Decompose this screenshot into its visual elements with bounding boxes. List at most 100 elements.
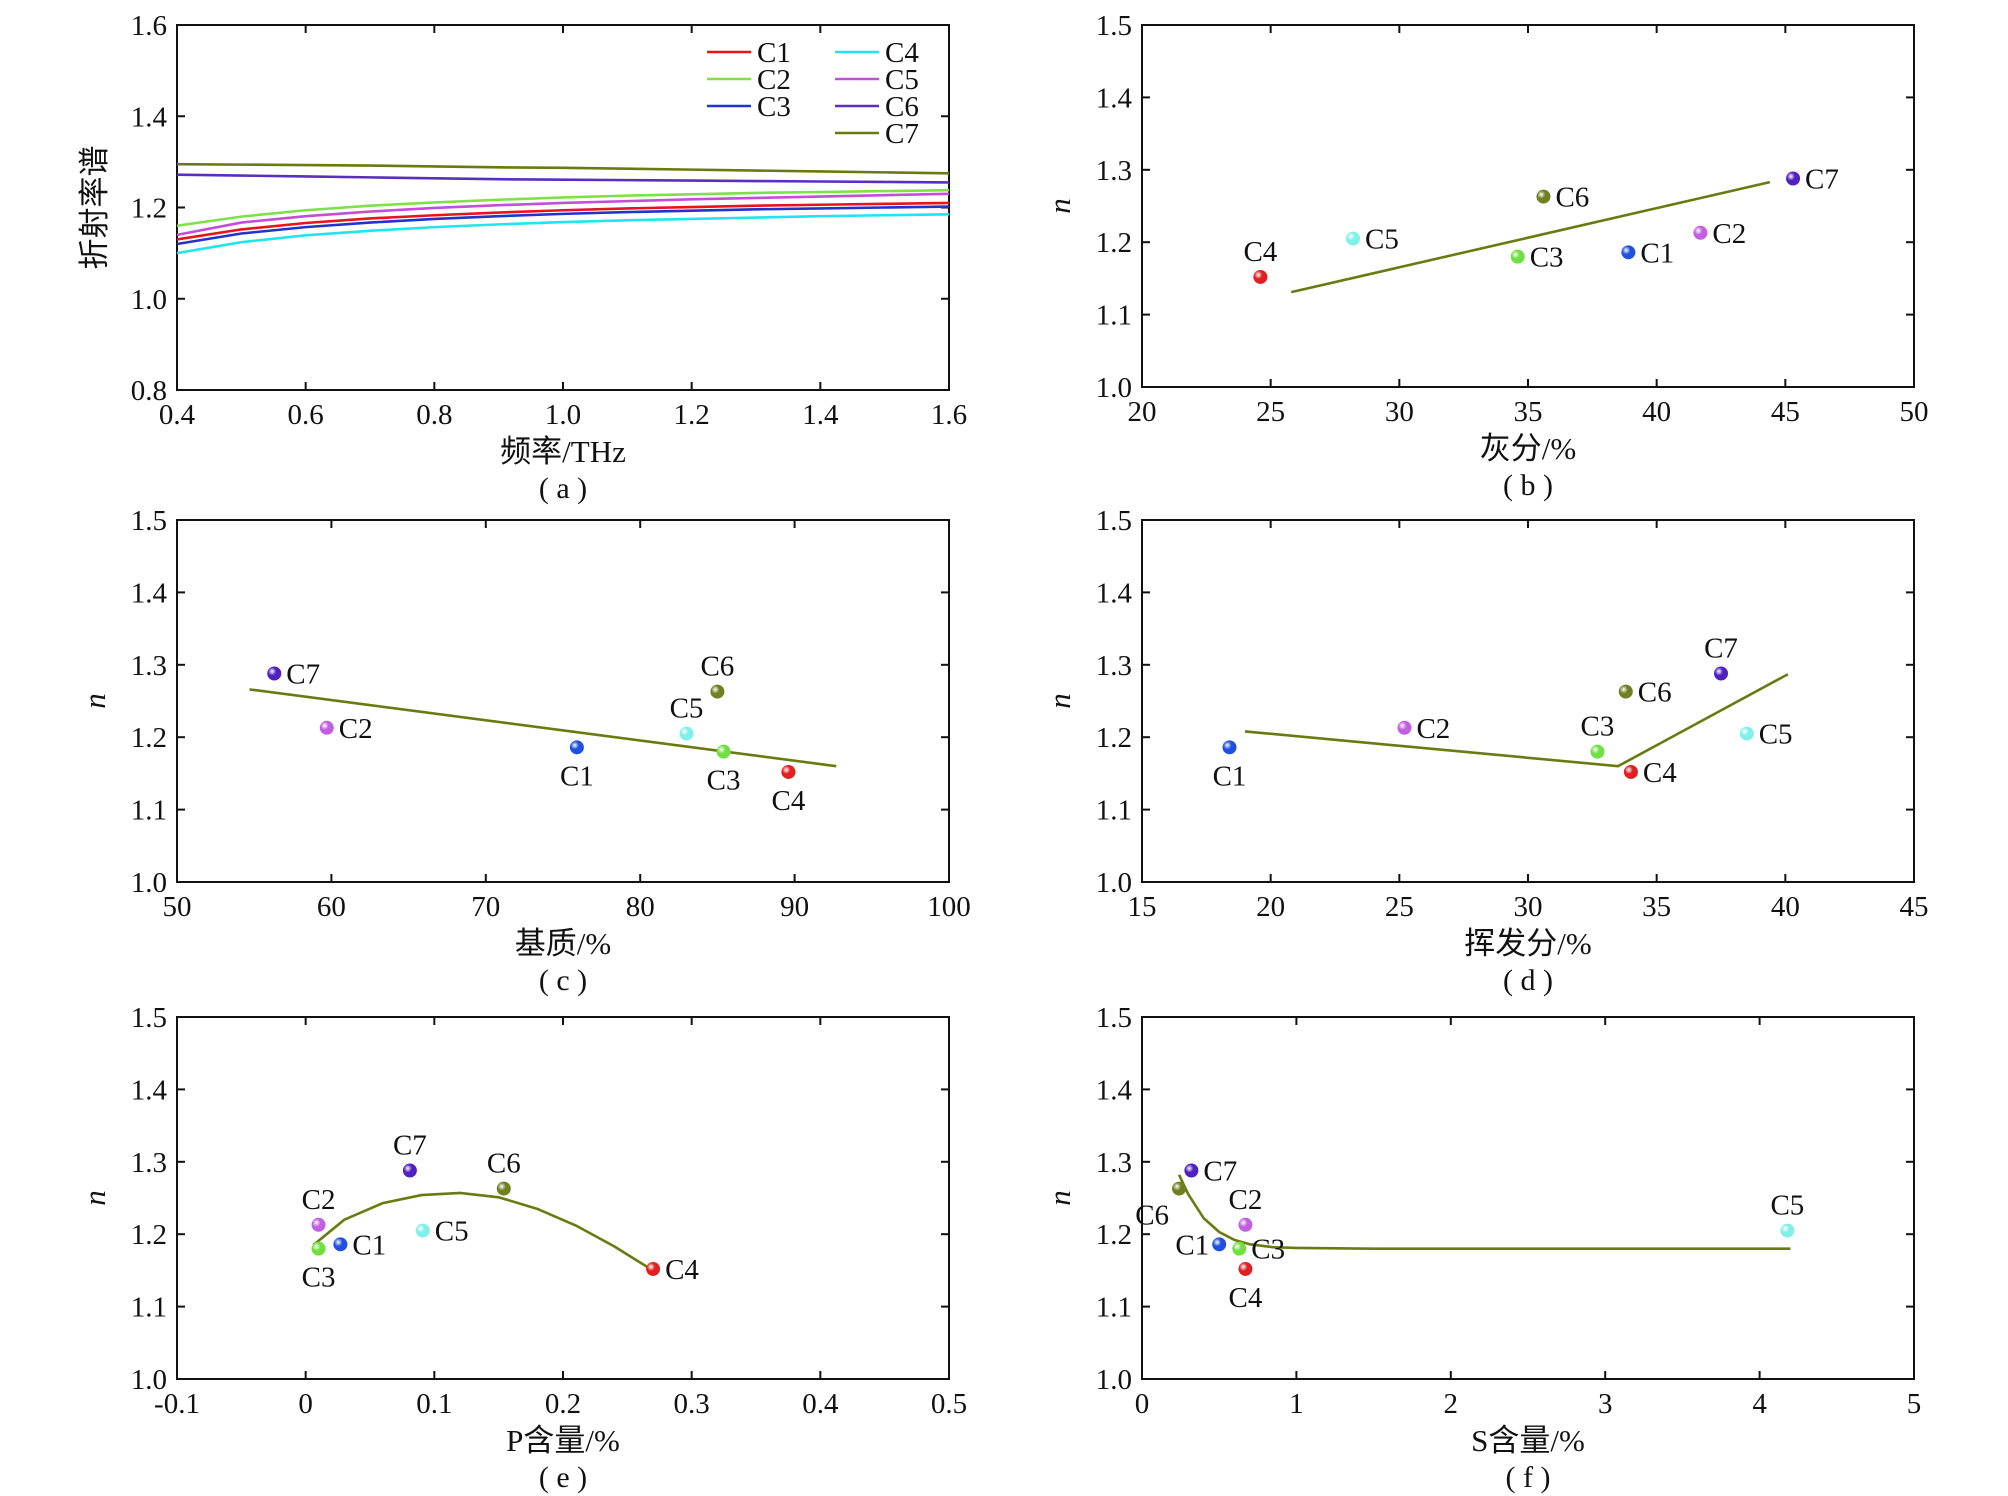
y-tick-label: 1.3 <box>131 650 167 682</box>
point-label-c3: C3 <box>1530 242 1564 274</box>
series-line-c5 <box>176 192 950 237</box>
fit-curve <box>1177 1174 1791 1250</box>
x-axis-label: 灰分/% <box>1480 431 1576 466</box>
data-point-c7 <box>1714 666 1728 681</box>
legend-entry-c2: C2 <box>757 64 791 96</box>
y-axis-label: n <box>77 1190 112 1206</box>
point-label-c2: C2 <box>302 1184 336 1216</box>
y-tick-label: 1.0 <box>1096 867 1132 899</box>
y-tick-label: 1.1 <box>1096 795 1132 827</box>
x-tick-label: 1.6 <box>931 399 967 431</box>
legend-entry-c5: C5 <box>885 64 919 96</box>
x-tick-label: 30 <box>1514 891 1543 923</box>
data-point-c6 <box>496 1181 511 1196</box>
fit-curve <box>1290 180 1771 294</box>
point-label-c1: C1 <box>1175 1229 1209 1261</box>
x-tick-label: 1.0 <box>545 399 581 431</box>
y-tick-label: 1.3 <box>1096 650 1132 682</box>
data-point-c7 <box>267 666 282 681</box>
x-tick-label: 0.5 <box>931 1388 967 1420</box>
y-axis-label: 折射率谱 <box>77 146 112 270</box>
plot-frame <box>1141 519 1915 883</box>
y-tick-label: 1.5 <box>1096 1002 1132 1034</box>
point-label-c1: C1 <box>1213 760 1247 792</box>
data-point-c2 <box>1238 1217 1253 1232</box>
point-label-c5: C5 <box>435 1216 469 1248</box>
x-tick-label: 0.4 <box>159 399 196 431</box>
x-axis-label: S含量/% <box>1471 1423 1585 1458</box>
plot-frame <box>176 1016 950 1380</box>
y-tick-label: 1.5 <box>1096 10 1132 42</box>
data-point-c5 <box>679 726 694 741</box>
y-tick-label: 1.1 <box>1096 300 1132 332</box>
y-tick-label: 1.4 <box>1096 577 1133 609</box>
point-label-c3: C3 <box>1251 1234 1285 1266</box>
y-tick-label: 1.0 <box>1096 372 1132 404</box>
y-tick-label: 0.8 <box>131 375 167 407</box>
series-line-c3 <box>176 205 950 246</box>
panel-a: 0.4 0.6 0.8 1.0 1.2 1.4 1.6 0.8 1.0 1.2 1.4 1.6 频率/T… <box>77 10 967 505</box>
y-tick-label: 1.5 <box>131 1002 167 1034</box>
panel-caption: ( b ) <box>1503 469 1553 502</box>
y-tick-label: 1.6 <box>131 10 167 42</box>
panel-caption: ( f ) <box>1506 1461 1551 1494</box>
point-label-c5: C5 <box>1770 1190 1804 1222</box>
y-tick-label: 1.2 <box>131 1219 167 1251</box>
panel-caption: ( e ) <box>539 1461 587 1494</box>
data-point-c2 <box>1693 225 1708 240</box>
legend-entry-c6: C6 <box>885 91 919 123</box>
x-tick-label: 35 <box>1514 396 1543 428</box>
x-tick-label: 4 <box>1752 1388 1767 1420</box>
data-point-c6 <box>1536 189 1551 204</box>
data-point-c2 <box>311 1217 326 1232</box>
point-label-c7: C7 <box>393 1129 427 1161</box>
point-label-c1: C1 <box>352 1229 386 1261</box>
x-tick-label: 80 <box>626 891 655 923</box>
data-point-c5 <box>415 1223 430 1238</box>
point-label-c5: C5 <box>1759 719 1793 751</box>
point-label-c4: C4 <box>1229 1282 1263 1314</box>
x-tick-label: 0.2 <box>545 1388 581 1420</box>
data-point-c2 <box>319 720 334 735</box>
point-label-c6: C6 <box>1638 677 1672 709</box>
y-tick-label: 1.0 <box>1096 1364 1132 1396</box>
point-label-c7: C7 <box>1203 1155 1237 1187</box>
x-tick-label: 20 <box>1256 891 1285 923</box>
data-point-c4 <box>646 1261 661 1276</box>
x-tick-label: 5 <box>1907 1388 1922 1420</box>
y-tick-label: 1.4 <box>131 577 168 609</box>
x-tick-label: 70 <box>471 891 500 923</box>
y-tick-label: 1.1 <box>1096 1292 1132 1324</box>
y-tick-label: 1.5 <box>1096 505 1132 537</box>
point-label-c6: C6 <box>1555 182 1589 214</box>
x-axis-label: 频率/THz <box>500 434 626 469</box>
point-label-c3: C3 <box>1581 711 1615 743</box>
data-point-c1 <box>1212 1237 1227 1252</box>
legend-entry-c1: C1 <box>757 37 791 69</box>
point-label-c4: C4 <box>1243 236 1277 268</box>
data-point-c6 <box>1618 684 1633 699</box>
data-point-c5 <box>1739 726 1754 741</box>
y-tick-label: 1.0 <box>131 867 167 899</box>
y-tick-label: 1.4 <box>1096 82 1133 114</box>
series-line-c1 <box>176 201 950 241</box>
data-point-c3 <box>1590 744 1605 759</box>
x-axis-label: 挥发分/% <box>1464 926 1591 961</box>
x-tick-label: 45 <box>1771 396 1800 428</box>
point-label-c2: C2 <box>1416 713 1450 745</box>
y-tick-label: 1.0 <box>131 1364 167 1396</box>
data-point-c4 <box>1253 269 1268 284</box>
x-tick-label: 2 <box>1444 1388 1459 1420</box>
panel-e: -0.1 0 0.1 0.2 0.3 0.4 0.5 1.0 1.1 1.2 1.3 1.4 1.5 P含… <box>77 1002 967 1494</box>
x-tick-label: 0 <box>298 1388 313 1420</box>
data-point-c3 <box>716 744 731 759</box>
point-label-c6: C6 <box>700 651 734 683</box>
point-label-c1: C1 <box>1640 237 1674 269</box>
y-tick-label: 1.4 <box>1096 1074 1133 1106</box>
x-tick-label: 1.4 <box>802 399 839 431</box>
data-point-c7 <box>1184 1163 1199 1178</box>
y-tick-label: 1.2 <box>1096 1219 1132 1251</box>
legend-entry-c3: C3 <box>757 91 791 123</box>
